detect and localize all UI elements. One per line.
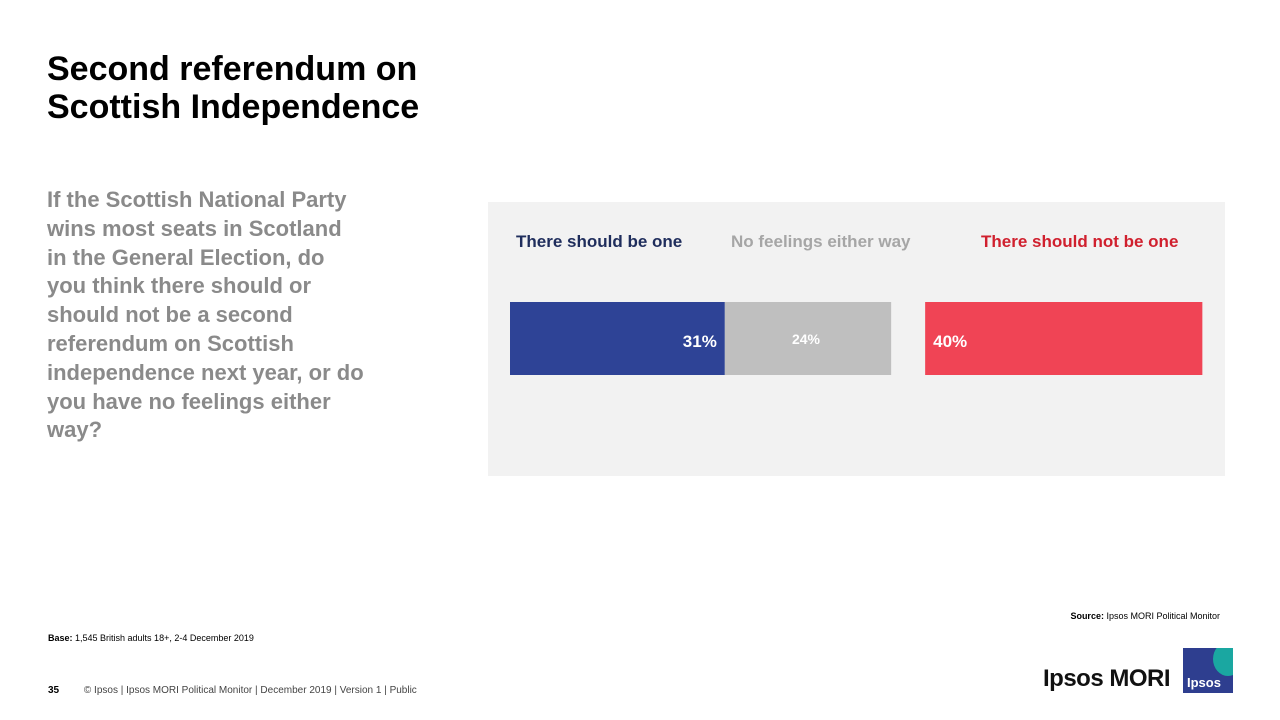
legend-should-be-one: There should be one <box>516 232 683 251</box>
base-text: 1,545 British adults 18+, 2-4 December 2… <box>72 633 254 643</box>
bar-should-be-one <box>510 302 725 375</box>
label-no-feelings: 24% <box>792 331 821 347</box>
page-title: Second referendum on Scottish Independen… <box>47 50 420 126</box>
footer: 35 © Ipsos | Ipsos MORI Political Monito… <box>48 685 417 696</box>
source-text: Ipsos MORI Political Monitor <box>1103 611 1220 621</box>
ipsos-mori-logo-text: Ipsos MORI <box>1043 665 1171 692</box>
footer-text: © Ipsos | Ipsos MORI Political Monitor |… <box>83 685 417 696</box>
legend-no-feelings: No feelings either way <box>731 232 911 251</box>
base-note: Base: 1,545 British adults 18+, 2-4 Dece… <box>48 633 254 643</box>
source-label: Source: <box>1070 611 1104 621</box>
source-note: Source: Ipsos MORI Political Monitor <box>1070 611 1220 621</box>
page-number: 35 <box>48 685 60 696</box>
ipsos-logo-badge-text: Ipsos <box>1187 675 1221 690</box>
survey-question: If the Scottish National Party wins most… <box>47 187 364 443</box>
bar-no-feelings <box>724 302 892 375</box>
bar-should-not-be-one <box>925 302 1203 375</box>
label-should-be-one: 31% <box>683 332 717 351</box>
legend-should-not-be-one: There should not be one <box>981 232 1179 251</box>
ipsos-logo-icon: Ipsos <box>1183 648 1233 693</box>
base-label: Base: <box>48 633 73 643</box>
label-should-not-be-one: 40% <box>933 332 967 351</box>
